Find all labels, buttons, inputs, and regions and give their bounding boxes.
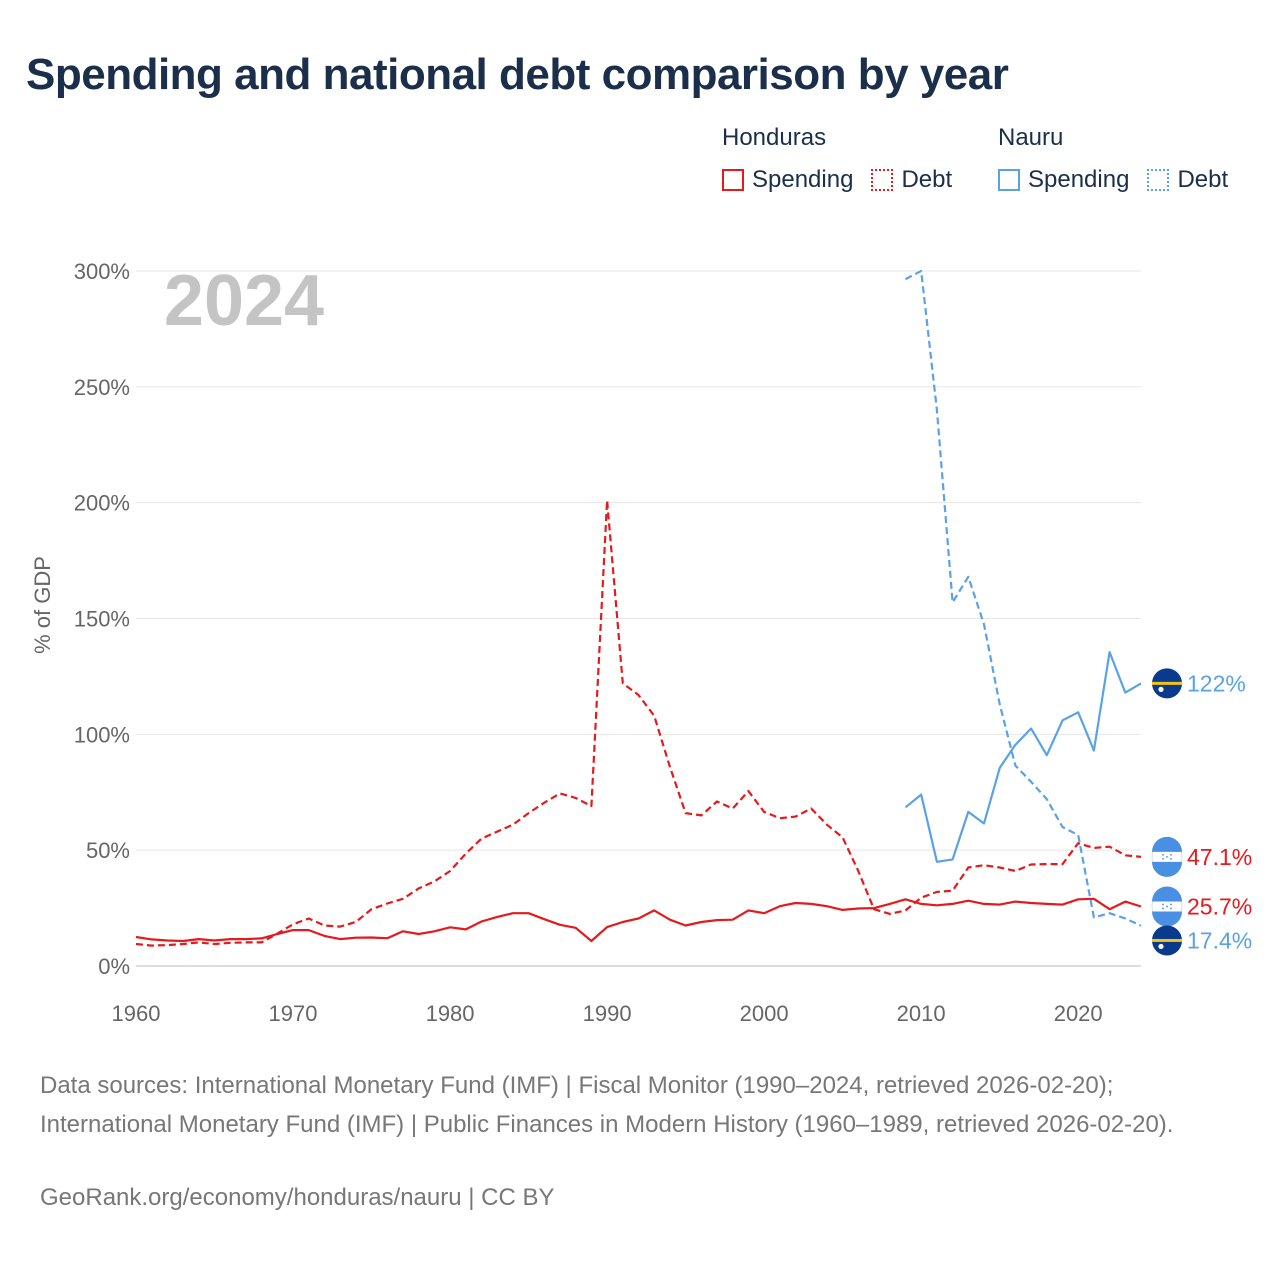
flag-star [1170, 853, 1172, 856]
dotted-swatch-icon [1147, 169, 1170, 191]
legend-label: Debt [901, 166, 953, 193]
site-credit[interactable]: GeoRank.org/economy/honduras/nauru | CC … [40, 1184, 555, 1211]
legend-label: Spending [752, 166, 854, 193]
x-tick-label: 1980 [426, 1001, 475, 1026]
series-line-honduras-debt[interactable] [135, 499, 1142, 947]
end-labels: 122% 47.1% 25.7% 17.4% [1151, 668, 1252, 956]
flag-band-bottom [1152, 911, 1182, 927]
flag-star [1170, 907, 1172, 910]
flag-star [1166, 855, 1168, 858]
end-value-label: 47.1% [1187, 844, 1252, 870]
y-tick-label: 0% [98, 954, 130, 979]
flag-star [1158, 686, 1164, 692]
x-tick-label: 1960 [112, 1001, 161, 1026]
chart-plot: 0%50%100%150%200%250%300% 1960 1970 1980 19… [30, 259, 1252, 1026]
flag-star [1162, 853, 1164, 856]
y-tick-label: 100% [74, 722, 130, 747]
nauru-flag-icon [1152, 668, 1182, 699]
data-sources: Data sources: International Monetary Fun… [40, 1072, 1174, 1138]
x-tick-label: 2020 [1054, 1001, 1103, 1026]
flag-band-top [1152, 836, 1182, 852]
series-line-nauru-debt[interactable] [904, 269, 1142, 927]
legend-country-label: Honduras [722, 124, 827, 151]
y-axis-ticks: 0% 50% 100% 150% 200% 250% 300% [74, 259, 130, 979]
solid-swatch-icon [998, 169, 1020, 191]
legend-item-honduras-spending[interactable]: Spending [722, 166, 853, 194]
x-tick-label: 1970 [269, 1001, 318, 1026]
x-tick-label: 2000 [740, 1001, 789, 1026]
x-axis-ticks: 1960 1970 1980 1990 2000 2010 2020 [112, 1001, 1103, 1026]
flag-star [1170, 903, 1172, 906]
series-line-honduras-spending[interactable] [135, 897, 1142, 943]
y-tick-label: 150% [74, 607, 130, 632]
flag-star [1162, 903, 1164, 906]
dotted-swatch-icon [871, 169, 894, 191]
nauru-flag-icon [1152, 925, 1182, 956]
flag-stripe [1152, 681, 1182, 685]
legend-label: Debt [1177, 166, 1229, 193]
solid-swatch-icon [722, 169, 744, 191]
x-tick-label: 1990 [583, 1001, 632, 1026]
y-axis-label: % of GDP [30, 556, 55, 654]
legend-item-nauru-debt[interactable]: Debt [1147, 166, 1228, 194]
legend-label: Spending [1028, 166, 1130, 193]
x-tick-label: 2010 [897, 1001, 946, 1026]
honduras-flag-icon [1151, 886, 1183, 927]
y-tick-label: 50% [86, 838, 130, 863]
legend-item-honduras-debt[interactable]: Debt [871, 166, 952, 194]
y-tick-label: 200% [74, 491, 130, 516]
honduras-flag-icon [1151, 836, 1183, 877]
flag-star [1158, 943, 1164, 950]
flag-stripe [1152, 938, 1182, 942]
flag-star [1162, 857, 1164, 860]
end-value-label: 25.7% [1187, 893, 1252, 919]
year-watermark: 2024 [164, 261, 324, 341]
flag-band-top [1152, 886, 1182, 902]
legend-item-nauru-spending[interactable]: Spending [998, 166, 1129, 194]
flag-star [1162, 907, 1164, 910]
flag-star [1170, 857, 1172, 860]
end-value-label: 17.4% [1187, 927, 1252, 953]
series-lines [135, 269, 1142, 947]
gridlines [136, 270, 1141, 967]
flag-star [1166, 905, 1168, 908]
end-value-label: 122% [1187, 670, 1246, 696]
y-tick-label: 250% [74, 375, 130, 400]
y-tick-label: 300% [74, 259, 130, 284]
legend-country-label: Nauru [998, 124, 1064, 151]
series-line-nauru-spending[interactable] [904, 650, 1142, 863]
chart-title: Spending and national debt comparison by… [26, 50, 1009, 99]
flag-band-bottom [1152, 861, 1182, 877]
